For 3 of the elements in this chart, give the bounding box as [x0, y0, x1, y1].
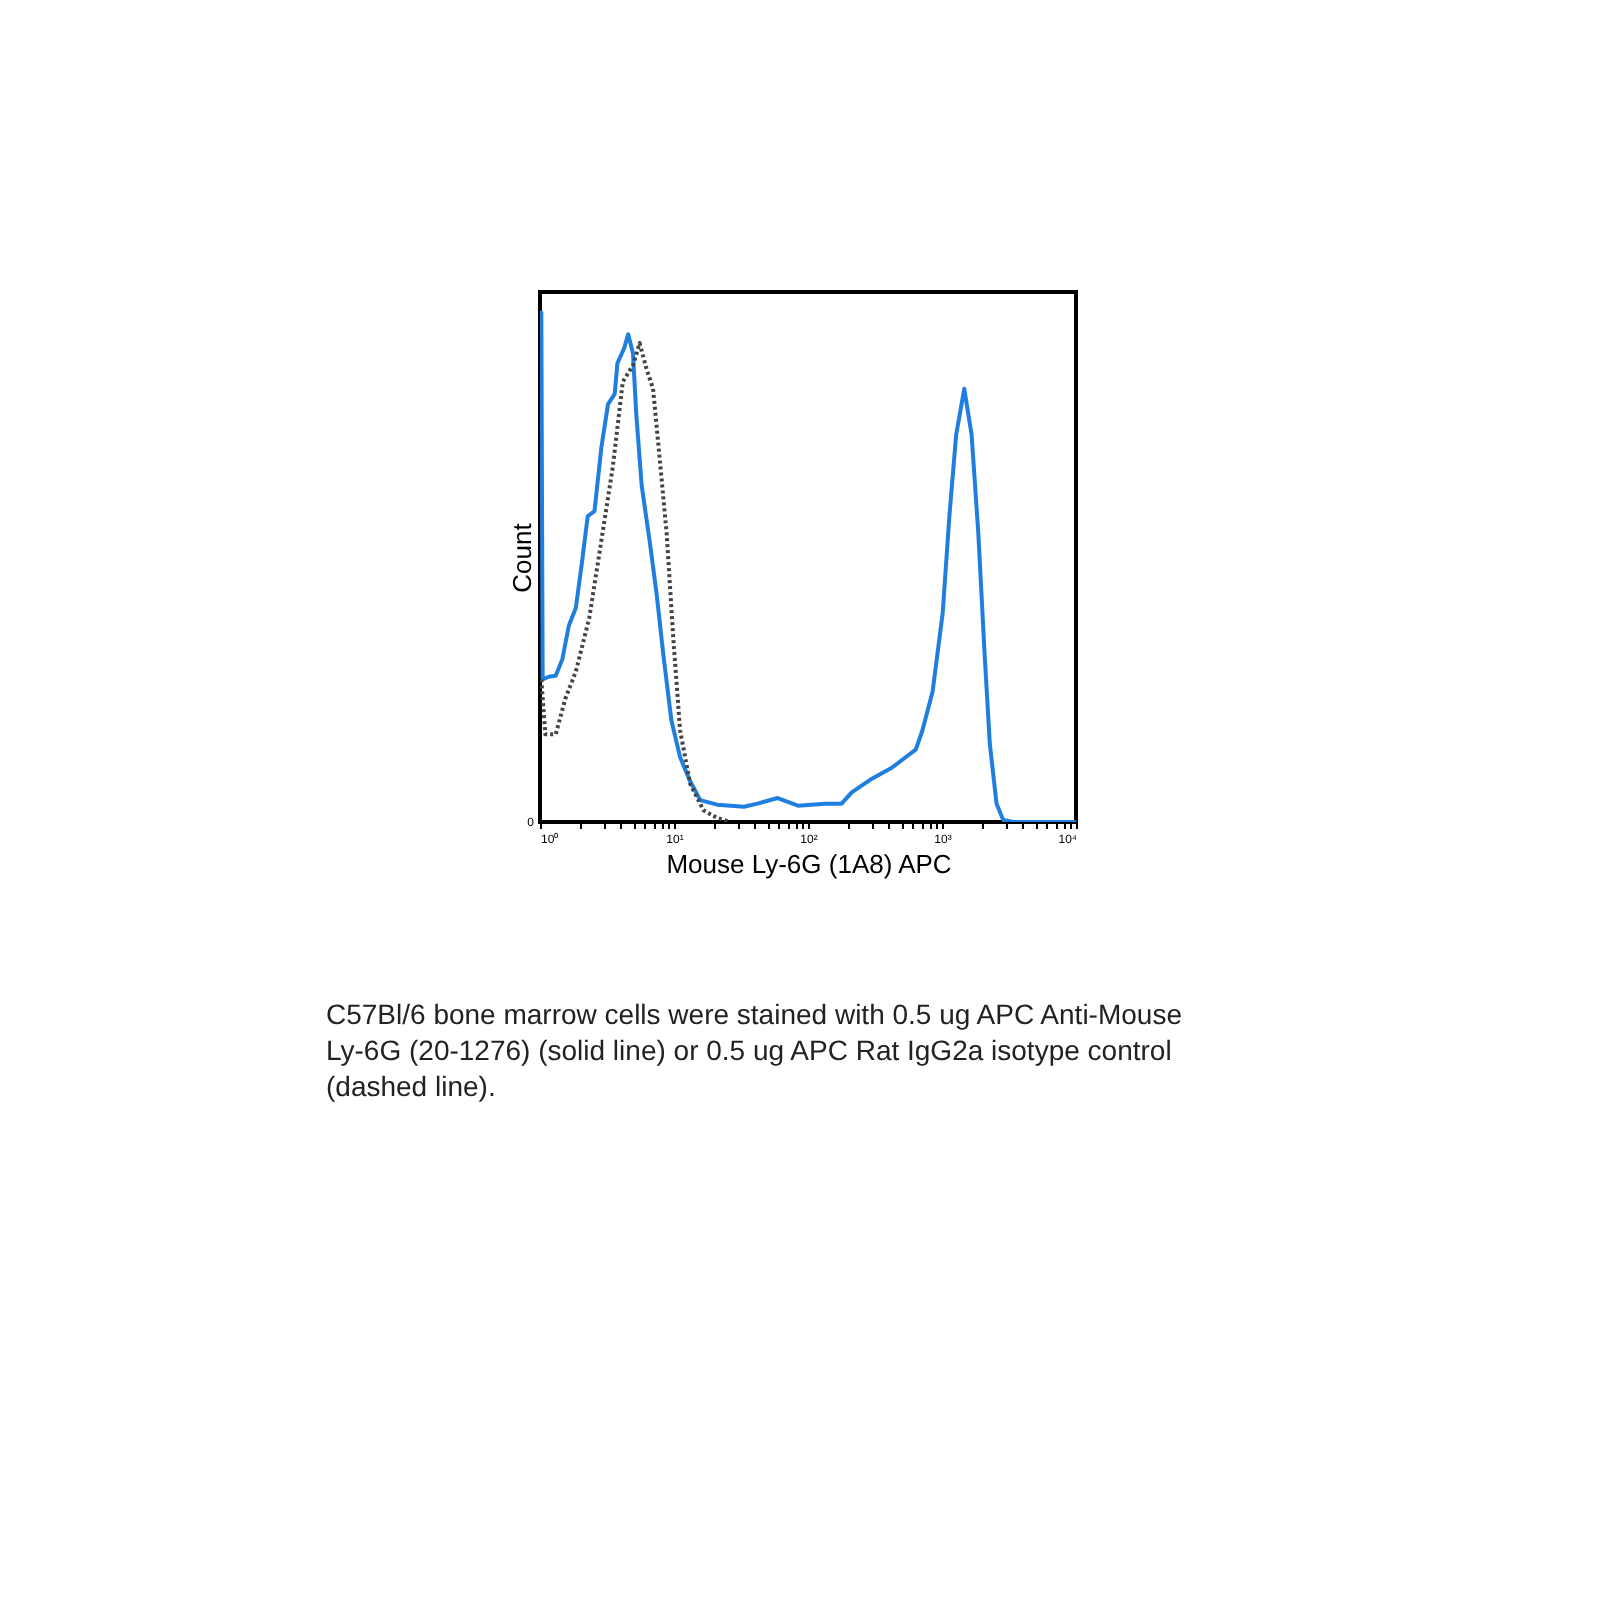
text: C57Bl/6 bone marrow cells were stained with 0.5 ug APC Anti-Mouse Ly-6G (20-1276) (solid line) or 0.5 ug APC Rat IgG2a isotype control (dashed line).: [326, 998, 1183, 1102]
y-axis-title: Count: [507, 522, 537, 593]
x-axis-title: Mouse Ly-6G (1A8) APC: [666, 849, 952, 879]
